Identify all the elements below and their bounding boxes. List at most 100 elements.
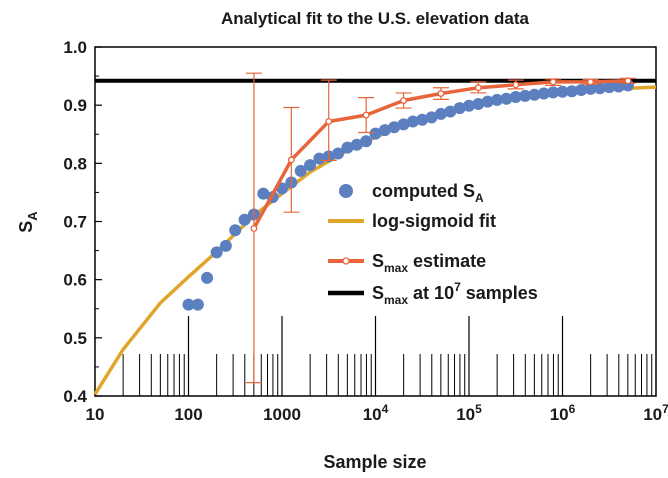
y-tick-label-2: 0.6 <box>63 271 87 290</box>
computed-point-17 <box>341 141 354 154</box>
estimate-point-9 <box>587 78 594 86</box>
estimate-point-10 <box>624 77 632 85</box>
legend-label-sup-3: 7 <box>454 280 461 294</box>
computed-point-44 <box>593 82 606 95</box>
x-tick-label-4: 105 <box>456 402 482 424</box>
computed-point-13 <box>304 159 317 172</box>
x-tick-label-1: 100 <box>174 405 202 424</box>
computed-point-38 <box>537 87 550 100</box>
estimate-point-4 <box>400 97 408 104</box>
computed-point-33 <box>491 93 504 106</box>
estimate-point-7 <box>512 81 520 89</box>
computed-point-39 <box>547 86 560 99</box>
y-tick-label-1: 0.5 <box>63 329 87 348</box>
legend-label-1: log-sigmoid fit <box>372 211 496 231</box>
legend-label-tail-3: samples <box>461 283 538 303</box>
x-tick-label-2: 1000 <box>263 405 301 424</box>
computed-point-4 <box>219 239 232 252</box>
computed-point-34 <box>500 92 513 105</box>
computed-point-30 <box>463 99 475 112</box>
computed-point-36 <box>519 89 532 102</box>
x-tick-label-exp-4: 5 <box>475 402 482 416</box>
computed-point-23 <box>397 118 410 131</box>
legend-label-main-2: S <box>372 251 384 271</box>
x-tick-label-5: 106 <box>550 402 576 424</box>
legend-label-after-2: estimate <box>408 251 486 271</box>
x-tick-label-base-4: 10 <box>456 405 475 424</box>
x-tick-label-0: 10 <box>86 405 105 424</box>
estimate-point-2 <box>325 118 333 125</box>
x-tick-label-base-1: 100 <box>174 405 202 424</box>
computed-point-37 <box>528 88 541 101</box>
computed-point-28 <box>444 105 457 118</box>
computed-point-35 <box>509 91 522 104</box>
computed-point-32 <box>481 95 494 108</box>
legend-label-3: Smax at 107 samples <box>372 280 538 307</box>
y-axis: 0.4 0.5 0.6 0.7 0.8 0.9 1.0 <box>63 38 102 406</box>
computed-point-22 <box>388 121 401 134</box>
legend-label-after-3: at 10 <box>408 283 454 303</box>
y-tick-label-3: 0.7 <box>63 213 87 232</box>
computed-point-6 <box>238 213 251 226</box>
computed-point-3 <box>210 246 223 259</box>
y-axis-label-sub: A <box>25 211 40 221</box>
legend-label-sub-3: max <box>384 293 408 307</box>
estimate-point-0 <box>250 225 258 232</box>
plot-area <box>93 46 657 397</box>
computed-point-5 <box>229 224 242 237</box>
x-axis-label: Sample size <box>323 452 426 472</box>
computed-point-40 <box>556 85 569 98</box>
decade-marks <box>187 316 564 396</box>
x-tick-label-exp-3: 4 <box>382 402 389 416</box>
legend-label-main-0: computed S <box>372 181 475 201</box>
x-tick-label-exp-5: 6 <box>569 402 576 416</box>
legend-swatch-estimate-marker <box>342 257 350 265</box>
x-axis: 10 100 1000 104 105 106 107 <box>86 402 668 424</box>
estimate-point-1 <box>287 156 295 164</box>
series-layer <box>93 72 657 396</box>
legend-label-2: Smax estimate <box>372 251 486 275</box>
x-tick-label-base-2: 1000 <box>263 405 301 424</box>
x-tick-label-3: 104 <box>363 402 389 424</box>
x-tick-label-base-5: 10 <box>550 405 569 424</box>
y-axis-label-main: S <box>16 221 36 233</box>
estimate-point-6 <box>474 84 482 92</box>
computed-point-27 <box>434 107 447 120</box>
computed-point-0 <box>182 298 195 311</box>
estimate-point-5 <box>437 90 445 97</box>
computed-point-8 <box>257 187 270 200</box>
computed-point-29 <box>453 102 466 115</box>
x-tick-label-base-0: 10 <box>86 405 105 424</box>
computed-point-2 <box>201 271 214 284</box>
computed-point-25 <box>416 113 429 126</box>
estimate-point-3 <box>362 111 370 119</box>
computed-point-31 <box>472 98 485 111</box>
computed-point-26 <box>425 111 438 124</box>
legend-label-main-3: S <box>372 283 384 303</box>
estimate-point-8 <box>549 78 557 86</box>
x-tick-label-base-3: 10 <box>363 405 382 424</box>
x-tick-label-base-6: 10 <box>643 405 662 424</box>
computed-point-42 <box>575 84 588 97</box>
computed-point-20 <box>369 127 382 140</box>
legend-label-sub-0: A <box>475 191 484 205</box>
computed-point-14 <box>313 152 326 165</box>
y-tick-label-6: 1.0 <box>63 38 87 57</box>
x-tick-label-6: 107 <box>643 402 668 424</box>
x-tick-label-exp-6: 7 <box>662 402 668 416</box>
computed-point-12 <box>294 164 307 177</box>
y-tick-label-4: 0.8 <box>63 154 87 173</box>
y-tick-label-0: 0.4 <box>63 387 87 406</box>
computed-point-45 <box>603 81 616 94</box>
computed-point-41 <box>565 85 578 98</box>
computed-point-21 <box>378 124 391 137</box>
computed-point-19 <box>360 135 373 148</box>
computed-point-1 <box>191 298 204 311</box>
computed-point-43 <box>584 82 597 95</box>
chart-title: Analytical fit to the U.S. elevation dat… <box>221 9 529 28</box>
y-axis-label: SA <box>16 211 40 233</box>
legend-label-sub-2: max <box>384 261 408 275</box>
legend-label-main-1: log-sigmoid fit <box>372 211 496 231</box>
